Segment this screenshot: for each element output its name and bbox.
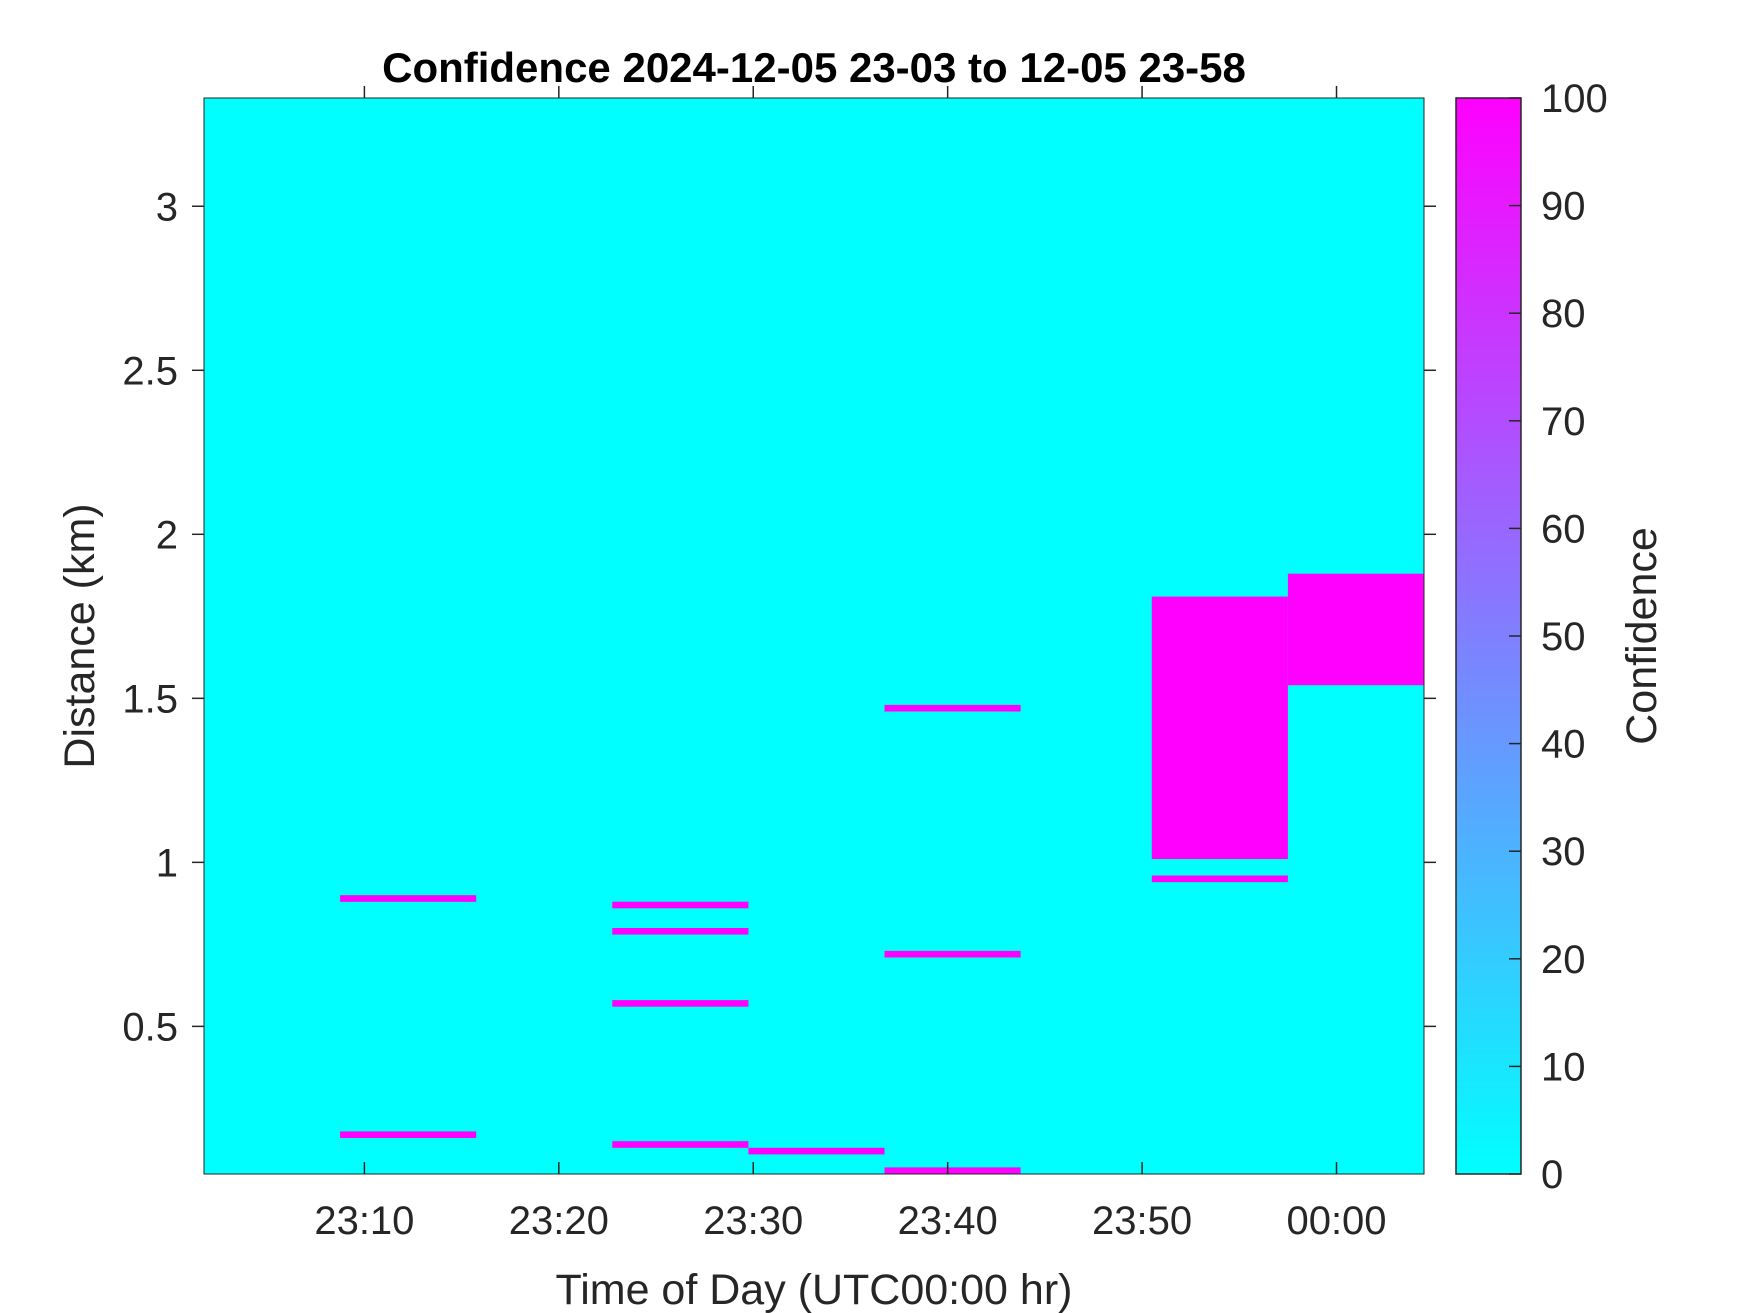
- heatmap-cell: [884, 704, 1021, 712]
- y-axis-label: Distance (km): [56, 503, 104, 768]
- x-tick-label: 00:00: [1286, 1199, 1386, 1243]
- heatmap-cell: [1151, 596, 1288, 859]
- colorbar-tick-label: 100: [1541, 77, 1608, 121]
- x-tick-label: 23:10: [314, 1199, 414, 1243]
- heatmap-cell: [1151, 875, 1288, 883]
- colorbar-tick-label: 10: [1541, 1045, 1586, 1089]
- colorbar-ticks: 0 10 20 30 40 50 60 70 80 90 100: [1509, 77, 1608, 1197]
- colorbar-tick-label: 90: [1541, 185, 1586, 229]
- y-tick-label: 3: [156, 185, 178, 229]
- heatmap-cell: [340, 1131, 477, 1138]
- heatmap-cell: [340, 895, 477, 902]
- y-tick-label: 2.5: [122, 349, 178, 393]
- colorbar-tick-label: 30: [1541, 830, 1586, 874]
- heatmap-cell: [612, 1000, 749, 1007]
- y-tick-label: 2: [156, 513, 178, 557]
- colorbar-tick-label: 70: [1541, 400, 1586, 444]
- x-tick-label: 23:50: [1092, 1199, 1192, 1243]
- x-axis: 23:10 23:20 23:30 23:40 23:50 00:00: [314, 86, 1387, 1243]
- x-axis-label: Time of Day (UTC00:00 hr): [556, 1266, 1073, 1313]
- colorbar-tick-label: 80: [1541, 292, 1586, 336]
- heatmap-cell: [884, 1167, 1021, 1174]
- x-tick-label: 23:40: [898, 1199, 998, 1243]
- heatmap-cell: [612, 1141, 749, 1148]
- heatmap-cell: [612, 901, 749, 909]
- colorbar-tick-label: 60: [1541, 507, 1586, 551]
- heatmap-cells: [340, 573, 1424, 1174]
- heatmap-cell: [884, 950, 1021, 958]
- y-tick-label: 1.5: [122, 677, 178, 721]
- heatmap-cell: [1287, 573, 1424, 686]
- colorbar-label: Confidence: [1618, 527, 1666, 745]
- x-tick-label: 23:20: [509, 1199, 609, 1243]
- y-tick-label: 1: [156, 841, 178, 885]
- heatmap-cell: [748, 1147, 885, 1155]
- x-tick-label: 23:30: [703, 1199, 803, 1243]
- y-axis: 0.5 1 1.5 2 2.5 3: [122, 185, 1436, 1049]
- colorbar-tick-label: 40: [1541, 723, 1586, 767]
- colorbar-tick-label: 50: [1541, 615, 1586, 659]
- heatmap-cell: [612, 928, 749, 935]
- y-tick-label: 0.5: [122, 1005, 178, 1049]
- chart-title: Confidence 2024-12-05 23-03 to 12-05 23-…: [382, 44, 1246, 91]
- colorbar-tick-label: 20: [1541, 938, 1586, 982]
- plot-border: [203, 97, 1425, 1175]
- colorbar-tick-label: 0: [1541, 1153, 1563, 1197]
